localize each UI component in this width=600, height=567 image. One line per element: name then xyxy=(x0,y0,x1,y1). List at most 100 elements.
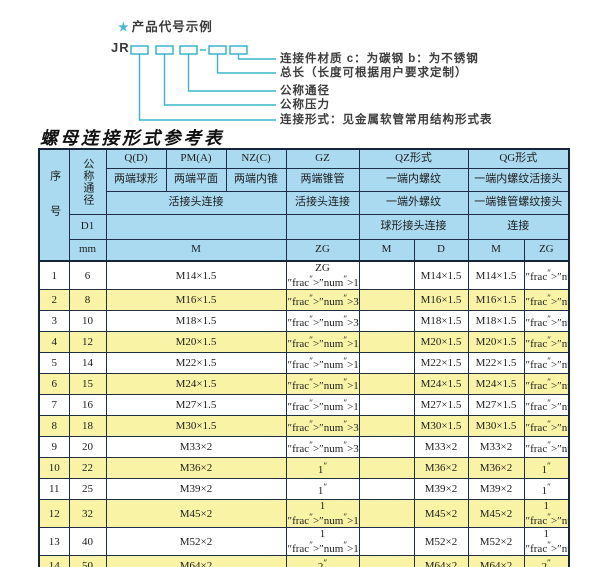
cell-qg-zg: ″frac″>″num″>1″den″>2″ xyxy=(523,352,570,374)
cell-qz-d: M18×1.5 xyxy=(413,310,469,332)
cell-qg-zg: ″frac″>″num″>1″den″>2″ xyxy=(523,373,570,395)
header-unit-qz-d: D xyxy=(413,238,469,262)
cell-qg-m: M39×2 xyxy=(467,478,525,500)
header-desc-nzc: 两端内锥 xyxy=(225,167,287,192)
cell-qz-d: M24×1.5 xyxy=(413,373,469,395)
cell-mm: 15 xyxy=(68,373,107,395)
header-unit-qg-m: M xyxy=(467,238,525,262)
header-code-qd: Q(D) xyxy=(105,148,167,169)
cell-qz-m xyxy=(358,436,415,458)
cell-qz-d: M52×2 xyxy=(413,527,469,556)
header-desc-pma: 两端平面 xyxy=(165,167,227,192)
cell-seq: 13 xyxy=(38,527,70,556)
table-row: 412M20×1.5″frac″>″num″>1″den″>2″M20×1.5M… xyxy=(38,331,570,353)
diagram-title-text: 产品代号示例 xyxy=(131,20,213,34)
header-blank-gz xyxy=(285,213,360,240)
table-row: 920M33×2″frac″>″num″>3″den″>4″M33×2M33×2… xyxy=(38,436,570,458)
header-ext-thread-qz: 一端外螺纹 xyxy=(358,190,469,215)
table-row: 615M24×1.5″frac″>″num″>1″den″>2″M24×1.5M… xyxy=(38,373,570,395)
cell-qg-m: M45×2 xyxy=(467,499,525,528)
cell-seq: 14 xyxy=(38,555,70,567)
cell-qz-d: M36×2 xyxy=(413,457,469,479)
cell-seq: 8 xyxy=(38,415,70,437)
cell-qz-m xyxy=(358,457,415,479)
cell-qz-m xyxy=(358,352,415,374)
cell-mm: 6 xyxy=(68,260,107,290)
cell-m: M36×2 xyxy=(105,457,287,479)
cell-gz-zg: 1″ xyxy=(285,457,360,479)
cell-qg-m: M52×2 xyxy=(467,527,525,556)
cell-seq: 5 xyxy=(38,352,70,374)
header-union-gz: 活接头连接 xyxy=(285,190,360,215)
cell-qz-m xyxy=(358,555,415,567)
header-desc-gz: 两端锥管 xyxy=(285,167,360,192)
cell-seq: 9 xyxy=(38,436,70,458)
label-pressure: 公称压力 xyxy=(280,99,330,111)
cell-mm: 32 xyxy=(68,499,107,528)
cell-qg-zg: 2″ xyxy=(523,555,570,567)
cell-qg-zg: 1″ xyxy=(523,457,570,479)
cell-m: M33×2 xyxy=(105,436,287,458)
cell-qg-m: M18×1.5 xyxy=(467,310,525,332)
cell-qg-m: M24×1.5 xyxy=(467,373,525,395)
header-code-qg: QG形式 xyxy=(467,148,570,169)
header-desc-qg: 一端内螺纹活接头 xyxy=(467,167,570,192)
cell-qz-d: M64×2 xyxy=(413,555,469,567)
cell-qz-d: M27×1.5 xyxy=(413,394,469,416)
header-desc-qz: 一端内螺纹 xyxy=(358,167,469,192)
cell-gz-zg: 1 ″frac″>″num″>1″den″>4″ xyxy=(285,499,360,528)
header-blank-left xyxy=(105,213,287,240)
cell-qg-zg: ″frac″>″num″>1″den″>2″ xyxy=(523,331,570,353)
cell-m: M30×1.5 xyxy=(105,415,287,437)
label-connection: 连接形式：见金属软管常用结构形式表 xyxy=(280,114,493,126)
cell-mm: 50 xyxy=(68,555,107,567)
cell-qg-m: M16×1.5 xyxy=(467,289,525,311)
cell-gz-zg: 1″ xyxy=(285,478,360,500)
header-code-pma: PM(A) xyxy=(165,148,227,169)
cell-gz-zg: ″frac″>″num″>3″den″>4″ xyxy=(285,436,360,458)
cell-gz-zg: ″frac″>″num″>3″den″>8″ xyxy=(285,310,360,332)
label-length: 总长（长度可根据用户要求定制） xyxy=(280,67,468,79)
diagram-title: ★ 产品代号示例 xyxy=(118,16,213,35)
reference-table: 序号 公称通径 Q(D) PM(A) NZ(C) GZ QZ形式 QG形式 两端… xyxy=(38,148,571,567)
cell-m: M64×2 xyxy=(105,555,287,567)
cell-qg-zg: ″frac″>″num″>3″den″>8″ xyxy=(523,289,570,311)
cell-qg-m: M22×1.5 xyxy=(467,352,525,374)
header-nominal-diameter: 公称通径 xyxy=(68,148,107,215)
leader-line-material xyxy=(237,54,276,60)
cell-qg-m: M33×2 xyxy=(467,436,525,458)
cell-mm: 12 xyxy=(68,331,107,353)
cell-qz-m xyxy=(358,527,415,556)
cell-qg-zg: ″frac″>″num″>3″den″>8″ xyxy=(523,310,570,332)
product-code-diagram: ★ 产品代号示例 JR 连接件材质 c：为碳钢 b：为不锈钢 总长（长度可根据用户… xyxy=(0,0,600,148)
cell-gz-zg: ″frac″>″num″>1″den″>2″ xyxy=(285,331,360,353)
cell-mm: 22 xyxy=(68,457,107,479)
cell-qz-m xyxy=(358,331,415,353)
table-row: 514M22×1.5″frac″>″num″>1″den″>2″M22×1.5M… xyxy=(38,352,570,374)
code-box-2 xyxy=(155,45,174,55)
cell-gz-zg: 2″ xyxy=(285,555,360,567)
cell-qg-zg: ″frac″>″num″>1″den″>4″ xyxy=(523,260,570,290)
cell-qg-m: M64×2 xyxy=(467,555,525,567)
cell-seq: 6 xyxy=(38,373,70,395)
label-material: 连接件材质 c：为碳钢 b：为不锈钢 xyxy=(280,53,479,65)
cell-qg-m: M36×2 xyxy=(467,457,525,479)
code-box-1 xyxy=(130,45,149,55)
header-mm: mm xyxy=(68,238,107,262)
header-ball-joint-qz: 球形接头连接 xyxy=(358,213,469,240)
header-taper-joint-qg: 一端锥管螺纹接头 xyxy=(467,190,570,215)
cell-qz-d: M22×1.5 xyxy=(413,352,469,374)
cell-seq: 12 xyxy=(38,499,70,528)
star-icon: ★ xyxy=(118,20,130,34)
cell-seq: 10 xyxy=(38,457,70,479)
leader-line-length xyxy=(216,54,276,74)
cell-gz-zg: ″frac″>″num″>3″den″>4″ xyxy=(285,415,360,437)
cell-mm: 18 xyxy=(68,415,107,437)
cell-seq: 3 xyxy=(38,310,70,332)
cell-qz-m xyxy=(358,289,415,311)
cell-qg-m: M27×1.5 xyxy=(467,394,525,416)
cell-gz-zg: ″frac″>″num″>3″den″>8″ xyxy=(285,289,360,311)
cell-seq: 11 xyxy=(38,478,70,500)
